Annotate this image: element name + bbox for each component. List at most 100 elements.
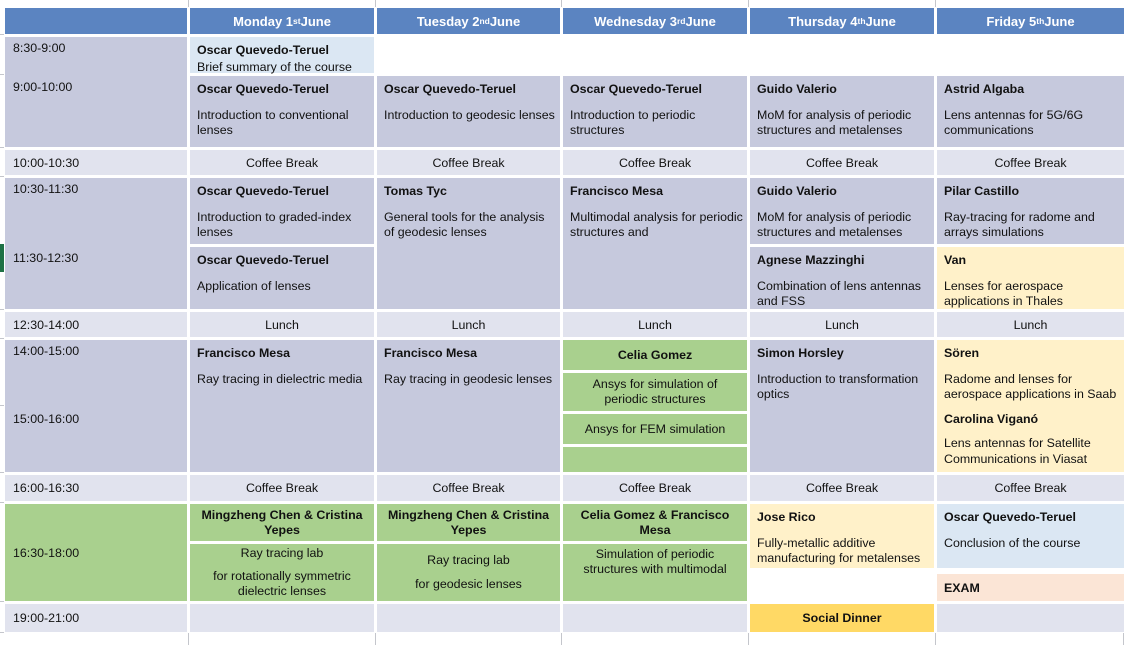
gridline-tick: [0, 176, 4, 177]
session-desc: Ray tracing in geodesic lenses: [384, 371, 553, 386]
session-name: Oscar Quevedo-Teruel: [570, 82, 702, 96]
exam-label: EXAM: [944, 580, 980, 595]
gridline-tick: [0, 405, 4, 406]
break-label: Lunch: [265, 317, 299, 332]
break-label: Coffee Break: [994, 481, 1067, 495]
cell-friday-1130: Van Lenses for aerospace applications in…: [937, 247, 1124, 309]
session-name: Astrid Algaba: [944, 82, 1025, 96]
cell-wednesday-evening: [563, 604, 747, 632]
session-name: Francisco Mesa: [197, 346, 290, 360]
session-desc: Ray tracing lab for geodesic lenses: [377, 544, 560, 601]
time-1500: 15:00-16:00: [13, 412, 80, 426]
cell-friday-exam: EXAM: [937, 574, 1124, 601]
day-label: Tuesday 2: [416, 13, 480, 29]
break-label: Lunch: [1013, 317, 1048, 332]
month-label: June: [1044, 13, 1075, 29]
break-label: Coffee Break: [618, 481, 692, 495]
session-name: Pilar Castillo: [944, 184, 1020, 198]
cell-thursday-social-dinner: Social Dinner: [750, 604, 934, 632]
gridline-tick: [188, 633, 189, 645]
session-desc: Application of lenses: [197, 278, 311, 293]
cell-tuesday-lunch: Lunch: [377, 312, 560, 337]
cell-wednesday-lab: Celia Gomez & Francisco Mesa Simulation …: [563, 504, 747, 601]
gridline-tick: [561, 0, 562, 7]
session-desc: Brief summary of the course: [197, 59, 352, 74]
session-name: Agnese Mazzinghi: [757, 253, 865, 267]
cell-wednesday-0900: Oscar Quevedo-Teruel Introduction to per…: [563, 76, 747, 147]
gridline-tick: [0, 309, 4, 310]
session-desc: Combination of lens antennas and FSS: [757, 278, 921, 309]
cell-tuesday-evening: [377, 604, 560, 632]
cell-monday-evening: [190, 604, 374, 632]
session-desc: Multimodal analysis for periodic structu…: [570, 209, 743, 240]
cell-monday-coffee-pm: Coffee Break: [190, 475, 374, 501]
time-1630: 16:30-18:00: [5, 504, 187, 601]
time-block-morning2: 10:30-11:30 11:30-12:30: [5, 178, 187, 309]
time-block-morning1: 8:30-9:00 9:00-10:00: [5, 37, 187, 147]
month-label: June: [685, 13, 716, 29]
time-1900: 19:00-21:00: [5, 604, 187, 632]
session-desc: Introduction to geodesic lenses: [384, 107, 555, 122]
cell-monday-coffee-am: Coffee Break: [190, 150, 374, 175]
day-label: Thursday 4: [788, 13, 858, 29]
session-desc: General tools for the analysis of geodes…: [384, 209, 545, 240]
time-1130: 11:30-12:30: [13, 251, 79, 265]
day-label: Wednesday 3: [594, 13, 677, 29]
gridline-tick: [0, 472, 4, 473]
gridline-tick: [0, 338, 4, 339]
session-desc: Conclusion of the course: [944, 535, 1081, 550]
session-desc: Radome and lenses for aerospace applicat…: [944, 371, 1117, 402]
gridline-tick: [0, 74, 4, 75]
break-label: Coffee Break: [618, 155, 692, 170]
cell-tuesday-coffee-am: Coffee Break: [377, 150, 560, 175]
month-label: June: [865, 13, 896, 29]
cell-tuesday-coffee-pm: Coffee Break: [377, 475, 560, 501]
day-label: Friday 5: [986, 13, 1037, 29]
cell-friday-evening: [937, 604, 1124, 632]
gridline-tick: [0, 502, 4, 503]
session-desc: Ray-tracing for radome and arrays simula…: [944, 209, 1095, 240]
session-name: Oscar Quevedo-Teruel: [197, 43, 329, 57]
break-label: Coffee Break: [432, 481, 505, 495]
gridline-tick: [188, 0, 189, 7]
session-name: Celia Gomez & Francisco Mesa: [563, 504, 747, 541]
cell-monday-1400: Francisco Mesa Ray tracing in dielectric…: [190, 340, 374, 472]
cell-friday-1400: Sören Radome and lenses for aerospace ap…: [937, 340, 1124, 472]
cell-wednesday-coffee-am: Coffee Break: [563, 150, 747, 175]
break-label: Coffee Break: [994, 155, 1067, 170]
cell-tuesday-1030: Tomas Tyc General tools for the analysis…: [377, 178, 560, 309]
gridline-tick: [375, 0, 376, 7]
cell-friday-1030: Pilar Castillo Ray-tracing for radome an…: [937, 178, 1124, 244]
gridline-tick: [0, 147, 4, 148]
cell-tuesday-1400: Francisco Mesa Ray tracing in geodesic l…: [377, 340, 560, 472]
break-label: Coffee Break: [805, 481, 879, 495]
cell-thursday-1400: Simon Horsley Introduction to transforma…: [750, 340, 934, 472]
time-0900: 9:00-10:00: [13, 80, 73, 94]
session-desc: Lens antennas for Satellite Communicatio…: [944, 436, 1091, 466]
session-name: Oscar Quevedo-Teruel: [197, 82, 329, 96]
cell-monday-0900: Oscar Quevedo-Teruel Introduction to con…: [190, 76, 374, 147]
session-desc: Simulation of periodic structures with m…: [563, 544, 747, 601]
time-1400: 14:00-15:00: [13, 344, 80, 358]
break-label: Coffee Break: [432, 155, 505, 170]
cell-monday-lab: Mingzheng Chen & Cristina Yepes Ray trac…: [190, 504, 374, 602]
session-name: Francisco Mesa: [570, 184, 663, 198]
session-name: Guido Valerio: [757, 184, 837, 198]
time-1030: 10:30-11:30: [13, 182, 79, 196]
cell-wednesday-1030: Francisco Mesa Multimodal analysis for p…: [563, 178, 747, 309]
cell-wednesday-lunch: Lunch: [563, 312, 747, 337]
gridline-tick: [0, 632, 4, 633]
break-label: Lunch: [451, 317, 486, 332]
cell-thursday-1630: Jose Rico Fully-metallic additive manufa…: [750, 504, 934, 568]
gridline-tick: [748, 633, 749, 645]
lab-line2: for geodesic lenses: [415, 576, 522, 591]
lab-line1: Ray tracing lab: [427, 553, 510, 568]
session-desc: Introduction to transformation optics: [757, 371, 919, 402]
break-label: Lunch: [825, 317, 859, 332]
session-name: Guido Valerio: [757, 82, 837, 96]
time-1000: 10:00-10:30: [5, 150, 187, 175]
cell-thursday-1030: Guido Valerio MoM for analysis of period…: [750, 178, 934, 244]
